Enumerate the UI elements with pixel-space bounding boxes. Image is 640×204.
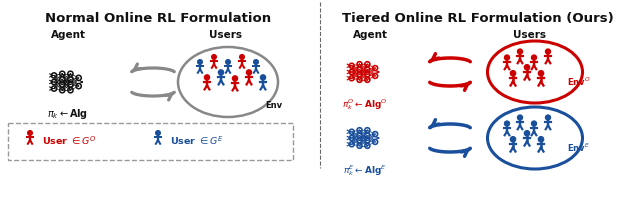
Circle shape	[226, 60, 230, 64]
Text: Env$^E$: Env$^E$	[567, 142, 590, 154]
Circle shape	[246, 70, 252, 75]
Text: $\pi_k \leftarrow \mathbf{Alg}$: $\pi_k \leftarrow \mathbf{Alg}$	[47, 107, 88, 121]
Text: Agent: Agent	[51, 30, 86, 40]
Circle shape	[518, 115, 522, 120]
Circle shape	[253, 60, 259, 64]
Circle shape	[510, 71, 516, 76]
Circle shape	[518, 49, 522, 54]
Text: Env$^O$: Env$^O$	[567, 76, 591, 88]
Circle shape	[232, 76, 237, 81]
Circle shape	[198, 60, 202, 64]
Text: Users: Users	[513, 30, 547, 40]
Circle shape	[545, 49, 550, 54]
Circle shape	[204, 75, 209, 80]
Circle shape	[504, 121, 509, 126]
Circle shape	[28, 131, 32, 135]
Circle shape	[538, 71, 543, 76]
Circle shape	[524, 65, 530, 70]
Text: Normal Online RL Formulation: Normal Online RL Formulation	[45, 12, 271, 25]
Circle shape	[545, 115, 550, 120]
Circle shape	[504, 55, 509, 60]
Text: Env: Env	[265, 101, 282, 110]
Circle shape	[538, 137, 543, 142]
Text: User $\in G^O$: User $\in G^O$	[42, 135, 97, 147]
Circle shape	[218, 70, 223, 75]
Circle shape	[240, 55, 244, 59]
Circle shape	[260, 75, 266, 80]
Text: Tiered Online RL Formulation (Ours): Tiered Online RL Formulation (Ours)	[342, 12, 614, 25]
Circle shape	[156, 131, 160, 135]
Circle shape	[212, 55, 216, 59]
Text: $\pi_k^O \leftarrow \mathbf{Alg}^O$: $\pi_k^O \leftarrow \mathbf{Alg}^O$	[342, 97, 388, 112]
Circle shape	[531, 121, 536, 126]
Text: Agent: Agent	[353, 30, 387, 40]
Circle shape	[510, 137, 516, 142]
Circle shape	[531, 55, 536, 60]
Circle shape	[524, 131, 530, 136]
Text: Users: Users	[209, 30, 241, 40]
Text: User $\in G^E$: User $\in G^E$	[170, 135, 224, 147]
Text: $\pi_k^E \leftarrow \mathbf{Alg}^E$: $\pi_k^E \leftarrow \mathbf{Alg}^E$	[343, 163, 387, 178]
